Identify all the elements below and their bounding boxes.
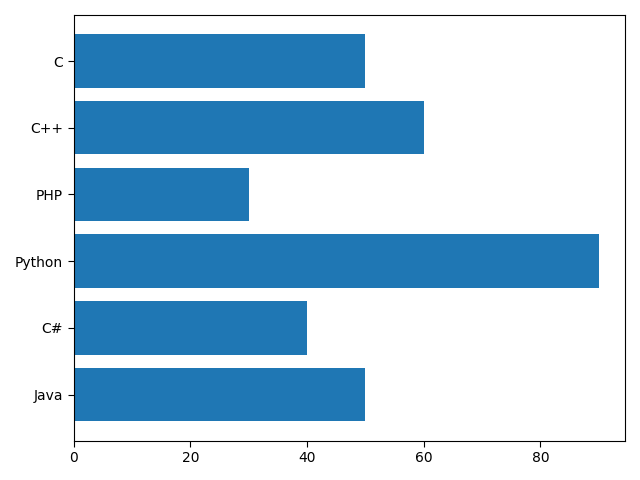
Bar xyxy=(74,35,365,88)
Bar xyxy=(74,168,248,221)
Bar xyxy=(74,234,599,288)
Bar xyxy=(74,368,365,421)
Bar xyxy=(74,101,424,155)
Bar xyxy=(74,301,307,355)
